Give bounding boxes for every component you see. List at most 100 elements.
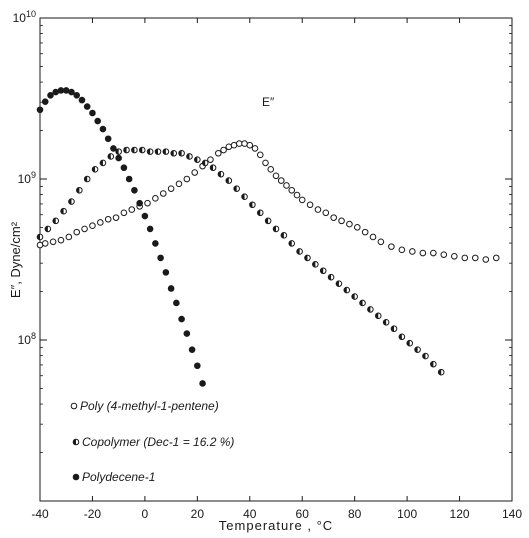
point-series-1 — [288, 240, 296, 247]
point-half-fill — [320, 267, 324, 274]
point-series-1 — [131, 146, 138, 154]
point-series-0 — [272, 172, 280, 180]
point-half-fill — [233, 185, 237, 192]
point-series-0 — [36, 241, 44, 249]
point-series-0 — [256, 151, 264, 159]
point-series-0 — [288, 186, 296, 194]
legend: Poly (4-methyl-1-pentene) Copolymer (Dec… — [70, 399, 234, 484]
point-half-fill — [210, 164, 214, 171]
point-series-2 — [89, 109, 96, 117]
point-series-0 — [330, 214, 337, 221]
point-series-0 — [152, 195, 159, 202]
point-half-fill — [194, 156, 198, 163]
point-series-2 — [162, 269, 170, 276]
point-series-1 — [170, 149, 178, 157]
point-series-0 — [65, 233, 73, 241]
point-series-1 — [178, 149, 185, 157]
point-series-0 — [183, 175, 191, 183]
point-half-fill — [155, 148, 158, 155]
point-half-fill — [108, 153, 111, 160]
point-series-1 — [76, 186, 83, 194]
legend-marker-filled — [72, 473, 80, 481]
point-series-1 — [99, 159, 107, 167]
point-series-1 — [209, 164, 217, 172]
x-tick-label: -20 — [84, 507, 102, 521]
point-series-2 — [62, 87, 70, 94]
point-half-fill — [414, 346, 418, 353]
point-series-1 — [351, 293, 358, 300]
data-points — [36, 87, 500, 387]
point-series-0 — [241, 140, 248, 147]
point-series-0 — [41, 240, 49, 247]
point-series-0 — [104, 215, 112, 223]
x-axis-label: Temperature , °C — [219, 518, 333, 533]
point-half-fill — [92, 166, 96, 173]
point-half-fill — [202, 160, 206, 166]
x-tick-label: 100 — [397, 507, 417, 521]
point-series-1 — [123, 146, 130, 154]
point-series-2 — [68, 88, 75, 96]
point-series-0 — [128, 206, 136, 213]
point-series-0 — [369, 233, 377, 241]
point-series-2 — [152, 240, 159, 247]
point-half-fill — [430, 361, 434, 367]
point-half-fill — [344, 287, 347, 293]
x-tick-label: 120 — [450, 507, 470, 521]
point-series-2 — [73, 91, 81, 99]
point-half-fill — [367, 306, 371, 313]
y-tick-exponent: 10 — [26, 9, 36, 19]
point-half-fill — [406, 340, 410, 347]
point-series-1 — [162, 148, 170, 155]
point-series-0 — [215, 149, 222, 157]
point-half-fill — [76, 187, 80, 194]
point-series-2 — [94, 117, 101, 125]
point-series-1 — [406, 339, 414, 347]
point-series-1 — [201, 159, 209, 167]
point-series-0 — [419, 249, 427, 257]
point-series-1 — [107, 153, 115, 160]
point-series-0 — [246, 141, 254, 149]
point-half-fill — [265, 218, 269, 224]
point-series-1 — [398, 333, 406, 341]
point-series-0 — [89, 222, 96, 229]
point-series-1 — [225, 177, 233, 184]
point-half-fill — [383, 319, 387, 326]
y-tick-label: 109 — [18, 170, 36, 186]
point-half-fill — [391, 325, 394, 332]
point-series-1 — [374, 312, 382, 320]
point-series-0 — [73, 228, 81, 236]
point-series-0 — [191, 169, 199, 176]
point-series-1 — [359, 299, 366, 307]
point-series-1 — [319, 267, 327, 275]
point-series-0 — [398, 246, 406, 254]
y-tick-exponent: 9 — [31, 170, 36, 180]
point-series-1 — [233, 185, 240, 192]
point-series-1 — [241, 193, 248, 201]
point-series-2 — [146, 225, 154, 233]
point-half-fill — [336, 280, 339, 287]
x-tick-label: 0 — [142, 507, 149, 521]
point-series-2 — [52, 88, 60, 96]
y-tick-exponent: 8 — [31, 331, 36, 341]
point-series-1 — [264, 217, 272, 225]
point-half-fill — [170, 150, 174, 157]
point-half-fill — [296, 248, 300, 255]
point-half-fill — [273, 226, 276, 232]
point-series-2 — [199, 380, 206, 387]
y-tick-base: 10 — [13, 11, 27, 25]
point-series-0 — [207, 156, 214, 163]
point-series-2 — [47, 91, 54, 99]
point-half-fill — [37, 234, 40, 240]
point-series-0 — [451, 252, 458, 260]
point-series-0 — [159, 190, 167, 197]
point-series-0 — [97, 219, 104, 226]
point-half-fill — [241, 193, 245, 200]
point-half-fill — [100, 160, 103, 166]
point-series-1 — [83, 175, 91, 183]
point-series-2 — [157, 254, 164, 262]
point-series-1 — [256, 209, 264, 217]
point-series-2 — [120, 164, 128, 172]
point-series-2 — [110, 145, 117, 152]
point-series-2 — [36, 106, 44, 114]
